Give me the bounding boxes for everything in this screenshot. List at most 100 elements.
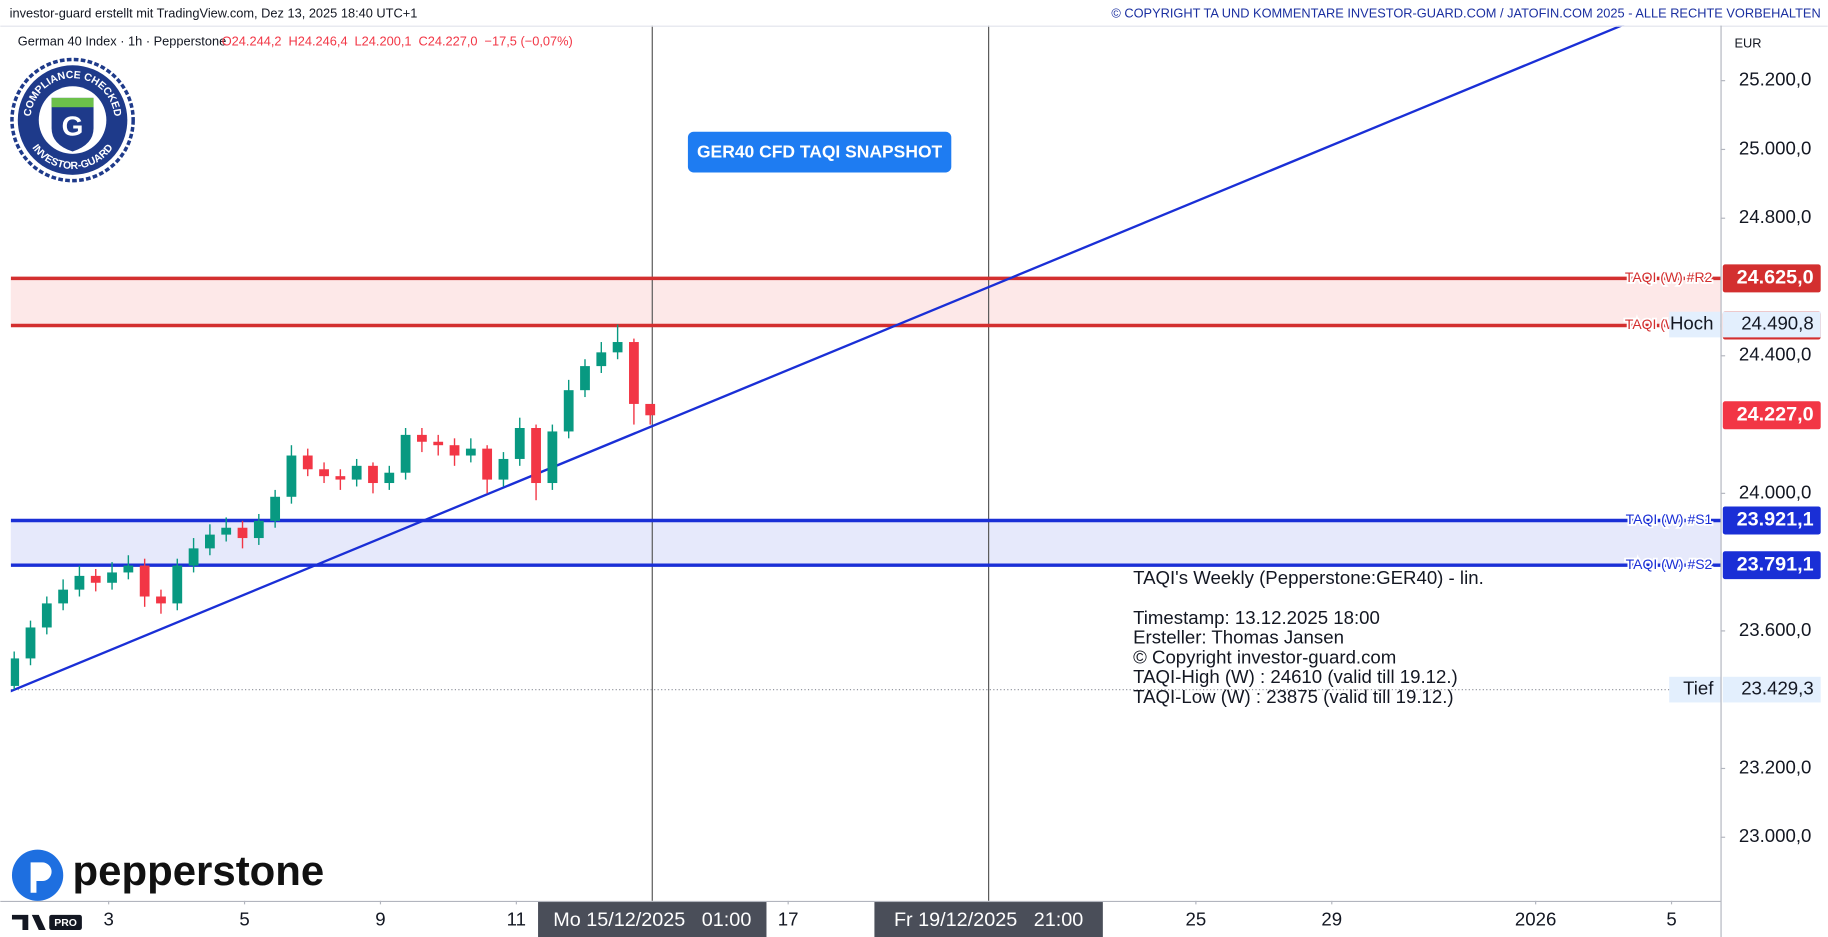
tv-mark xyxy=(11,914,46,931)
badge-shield xyxy=(51,97,94,152)
header-right: © COPYRIGHT TA UND KOMMENTARE INVESTOR-G… xyxy=(1111,5,1820,20)
level-name: TAQI (W) #S2 xyxy=(1626,556,1713,572)
candle-body xyxy=(286,455,297,497)
y-tick-label: 25.000,0 xyxy=(1739,137,1812,158)
info-title: TAQI's Weekly (Pepperstone:GER40) - lin. xyxy=(1133,567,1484,588)
ohlc-legend: O24.244,2 H24.246,4 L24.200,1 C24.227,0 −17,… xyxy=(222,33,573,48)
y-tick-label: 24.800,0 xyxy=(1739,206,1812,227)
badge-letter: G xyxy=(62,111,84,142)
candle-body xyxy=(25,627,36,659)
candle-body xyxy=(107,572,117,583)
candle-body xyxy=(253,520,264,539)
currency: EUR xyxy=(1734,36,1761,51)
candle-body xyxy=(498,458,509,480)
y-tick-label: 23.000,0 xyxy=(1739,825,1812,846)
candle-body xyxy=(58,589,69,604)
legend-value: L24.200,1 xyxy=(355,33,412,48)
y-tick-label: 23.600,0 xyxy=(1739,619,1812,640)
candle-body xyxy=(156,596,166,604)
chart-title: GER40 CFD TAQI SNAPSHOT xyxy=(697,141,943,161)
info-block: TAQI's Weekly (Pepperstone:GER40) - lin.… xyxy=(1133,567,1484,707)
compliance-badge: COMPLIANCE CHECKED INVESTOR-GUARD G xyxy=(10,57,135,183)
candle-body xyxy=(580,366,590,391)
x-tick-label: 9 xyxy=(375,909,385,930)
extreme-box xyxy=(1722,311,1821,338)
level-badge xyxy=(1722,506,1821,535)
candle-body xyxy=(612,342,623,353)
candle-body xyxy=(74,575,85,590)
logo-p xyxy=(30,862,52,893)
title-box xyxy=(687,131,952,173)
crosshair-label: Fr 19/12/2025 21:00 xyxy=(894,909,1083,931)
y-tick-label: 24.000,0 xyxy=(1739,481,1812,502)
trendline xyxy=(10,25,1625,693)
extreme-name-box xyxy=(1669,311,1721,338)
extreme-price: 24.490,8 xyxy=(1741,312,1814,333)
info-line: TAQI-Low (W) : 23875 (valid till 19.12.) xyxy=(1133,686,1454,707)
candle-body xyxy=(302,455,313,470)
level-zone xyxy=(10,520,1721,566)
x-tick-label: 17 xyxy=(778,909,799,930)
candle-body xyxy=(335,476,346,480)
candle-body xyxy=(384,472,395,484)
candle-body xyxy=(449,445,460,456)
level-name: TAQI (W) #S1 xyxy=(1626,511,1713,527)
x-tick-label: 3 xyxy=(103,909,113,930)
candle-body xyxy=(645,403,656,416)
candle-body xyxy=(41,603,52,628)
x-tick-label: 2026 xyxy=(1515,909,1556,930)
candle-body xyxy=(547,431,558,484)
x-tick-label: 25 xyxy=(1186,909,1207,930)
candle-body xyxy=(400,434,411,473)
level-badge xyxy=(1722,551,1821,580)
legend-value: H24.246,4 xyxy=(289,33,348,48)
y-tick-label: 24.400,0 xyxy=(1739,344,1812,365)
legend-value: C24.227,0 xyxy=(418,33,477,48)
candle-body xyxy=(10,658,20,686)
legend-value: −17,5 (−0,07%) xyxy=(485,33,573,48)
candle-body xyxy=(531,428,541,484)
candle-body xyxy=(123,565,134,573)
layer-marks xyxy=(10,25,1721,693)
candle-body xyxy=(270,496,281,521)
level-price: 23.921,1 xyxy=(1737,509,1814,531)
candle-body xyxy=(482,448,493,480)
header-left: investor-guard erstellt mit TradingView.… xyxy=(10,5,418,20)
legend-value: O24.244,2 xyxy=(222,33,282,48)
extreme-name: Hoch xyxy=(1670,312,1713,333)
candle-body xyxy=(596,352,607,367)
candle-body xyxy=(319,469,329,477)
tv-logo: PRO xyxy=(11,914,82,931)
last-price-badge xyxy=(1722,401,1821,430)
info-line: Timestamp: 13.12.2025 18:00 xyxy=(1133,607,1380,628)
crosshair-box xyxy=(538,902,767,937)
last-price: 24.227,0 xyxy=(1737,404,1814,426)
candle-body xyxy=(417,434,427,442)
candle-body xyxy=(465,448,476,456)
extreme-name: Tief xyxy=(1683,678,1714,699)
x-tick-label: 5 xyxy=(1666,909,1676,930)
candle-body xyxy=(629,342,639,404)
level-price: 24.625,0 xyxy=(1737,267,1814,289)
info-line: Ersteller: Thomas Jansen xyxy=(1133,627,1344,648)
info-line: © Copyright investor-guard.com xyxy=(1133,646,1396,667)
x-tick-label: 5 xyxy=(239,909,249,930)
y-tick-label: 25.200,0 xyxy=(1739,69,1812,90)
logo-text: pepperstone xyxy=(73,847,325,894)
level-zone xyxy=(10,278,1721,326)
badge-stripe xyxy=(51,97,94,108)
x-tick-label: 11 xyxy=(507,909,526,930)
candle-body xyxy=(237,527,248,539)
level-badge xyxy=(1722,264,1821,293)
level-price: 23.791,1 xyxy=(1737,553,1814,575)
pepperstone-logo: pepperstone xyxy=(11,847,325,901)
extreme-name-box xyxy=(1669,676,1721,703)
candle-body xyxy=(188,548,199,566)
candle-body xyxy=(90,575,101,583)
candle-body xyxy=(514,428,525,459)
info-line: TAQI-High (W) : 24610 (valid till 19.12.… xyxy=(1133,666,1458,687)
